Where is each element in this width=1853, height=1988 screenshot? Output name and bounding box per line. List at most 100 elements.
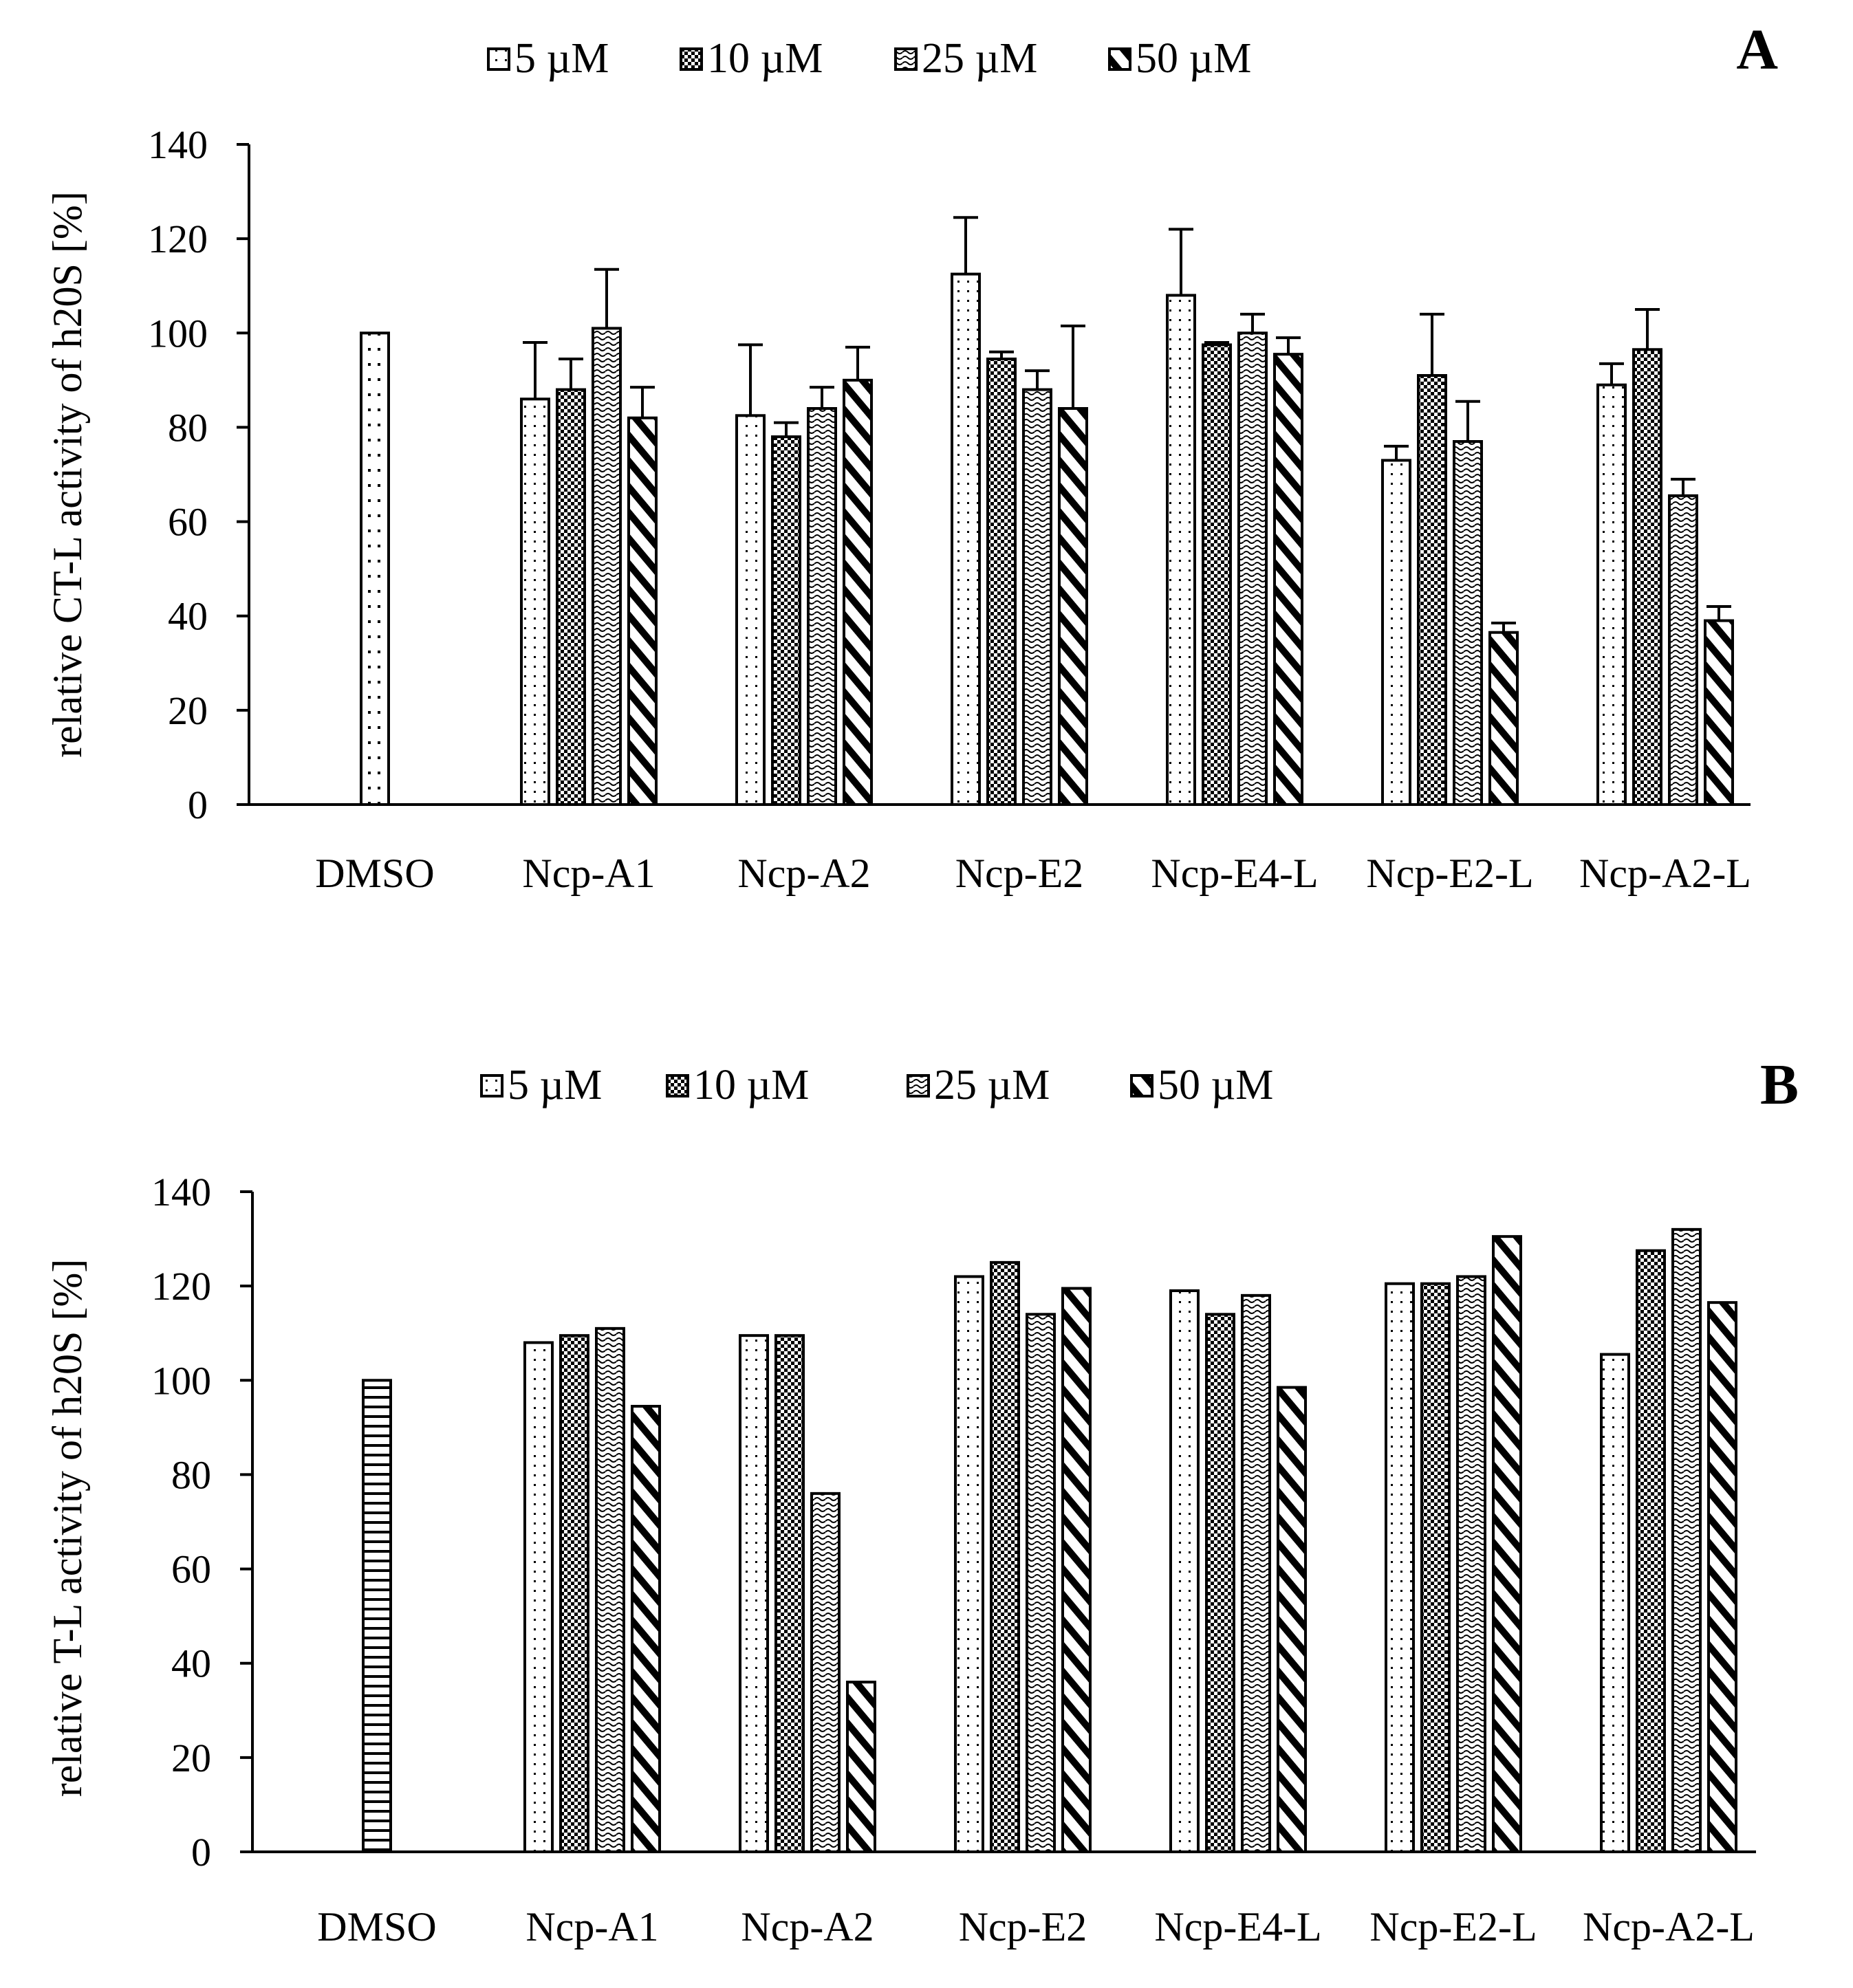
bar-ncp-a2-25-m [810,1492,841,1854]
category-label-ncp-a2-l: Ncp-A2-L [1583,1904,1755,1949]
bar-ncp-e2-5-m [954,1275,984,1853]
legend-swatch [680,47,703,71]
bar-ncp-e4-l-10-m [1202,343,1232,806]
bar-ncp-a2-l-10-m [1632,348,1662,806]
bar-ncp-e2-l-25-m [1456,1275,1486,1853]
legend-item-10-m: 10 µM [666,1062,809,1108]
plot-area-a: 0 20 40 60 80 100 120 140 DMSO Ncp-A1 Ncp-A2 Ncp-E2… [148,122,1751,896]
legend-swatch [666,1074,689,1097]
bar-dmso-control [362,1379,392,1854]
bar-ncp-a1-50-m [627,416,658,806]
panel-b-y-axis-label: relative T-L activity of h20S [%] [45,1259,90,1798]
bar-ncp-e2-l-25-m [1453,440,1483,806]
bar-ncp-a2-5-m [735,414,766,806]
legend-label: 5 µM [514,35,609,82]
category-label-ncp-e2-l: Ncp-E2-L [1366,851,1533,896]
bar-ncp-a2-l-5-m [1596,383,1627,806]
bar-ncp-e4-l-25-m [1241,1293,1271,1854]
bar-ncp-e2-50-m [1061,1287,1092,1853]
category-label-dmso: DMSO [317,1904,436,1949]
legend-label: 25 µM [934,1062,1050,1108]
legend-item-50-m: 50 µM [1108,35,1251,82]
legend-item-10-m: 10 µM [680,35,823,82]
bar-ncp-a1-50-m [631,1405,661,1853]
legend-item-5-m: 5 µM [487,35,609,82]
legend-a: 5 µM 10 µM 25 µM 50 µM [487,35,1251,82]
legend-item-5-m: 5 µM [480,1062,602,1108]
bar-ncp-e4-l-5-m [1166,294,1196,806]
bar-ncp-a1-10-m [556,388,586,806]
bar-ncp-e4-l-50-m [1277,1386,1307,1853]
bar-ncp-a2-l-50-m [1707,1301,1737,1853]
category-label-ncp-a1: Ncp-A1 [522,851,655,896]
bar-ncp-a2-10-m [774,1334,805,1853]
chart-panel-b: B 5 µM 10 µM 25 µM 50 µM relative T-L activ… [45,1053,1799,1949]
category-label-ncp-e4-l: Ncp-E4-L [1151,851,1318,896]
legend-label: 50 µM [1136,35,1251,82]
y-tick-label: 140 [148,122,208,167]
bar-ncp-e4-l-5-m [1169,1289,1200,1853]
y-tick-label: 140 [151,1170,211,1214]
bar-ncp-e2-10-m [986,358,1017,806]
y-tick-label: 40 [171,1641,211,1686]
category-label-ncp-a2: Ncp-A2 [741,1904,874,1949]
category-label-ncp-a1: Ncp-A1 [525,1904,658,1949]
y-tick-label: 20 [171,1736,211,1780]
legend-label: 10 µM [707,35,823,82]
chart-panel-a: A 5 µM 10 µM 25 µM 50 µM relative CT-L acti… [45,18,1778,896]
legend-label: 10 µM [693,1062,809,1108]
bar-ncp-a1-25-m [595,1326,625,1854]
legend-label: 50 µM [1158,1062,1273,1108]
bar-ncp-a2-10-m [771,435,801,806]
legend-swatch [480,1074,503,1097]
bar-ncp-e2-l-50-m [1492,1235,1522,1853]
y-tick-label: 120 [148,217,208,261]
bar-ncp-e4-l-25-m [1237,331,1268,806]
category-label-ncp-a2-l: Ncp-A2-L [1579,851,1751,896]
bar-ncp-e2-l-10-m [1417,374,1447,806]
category-label-ncp-e2-l: Ncp-E2-L [1369,1904,1537,1949]
plot-area-b: 0 20 40 60 80 100 120 140 DMSO Ncp-A1 Ncp-A2 Ncp-E2… [151,1170,1756,1949]
bar-ncp-a2-l-5-m [1600,1353,1630,1853]
y-tick-label: 80 [168,405,208,450]
bar-ncp-e4-l-50-m [1273,353,1303,806]
legend-swatch [907,1074,930,1097]
y-tick-label: 40 [168,594,208,639]
y-tick-label: 100 [148,311,208,356]
bar-ncp-a2-l-50-m [1704,619,1734,806]
bar-ncp-a2-25-m [807,407,837,806]
legend-label: 5 µM [508,1062,602,1108]
bar-ncp-a1-5-m [523,1341,554,1853]
bar-ncp-e2-50-m [1058,407,1088,806]
bar-ncp-a2-l-10-m [1636,1249,1666,1853]
legend-label: 25 µM [922,35,1037,82]
bar-ncp-e2-25-m [1026,1313,1056,1854]
bar-ncp-a1-25-m [592,327,622,806]
panel-a-label: A [1736,18,1778,82]
bar-ncp-e2-l-10-m [1420,1282,1451,1853]
y-tick-label: 0 [188,783,208,827]
category-label-ncp-a2: Ncp-A2 [737,851,870,896]
bar-ncp-a2-5-m [739,1334,769,1853]
y-tick-label: 20 [168,688,208,733]
category-label-ncp-e4-l: Ncp-E4-L [1154,1904,1321,1949]
legend-swatch [487,47,510,71]
bar-ncp-e2-l-5-m [1381,459,1411,807]
bar-ncp-a2-50-m [846,1681,876,1853]
y-tick-label: 80 [171,1452,211,1497]
bar-ncp-e2-10-m [990,1260,1020,1854]
bar-ncp-e4-l-10-m [1205,1313,1235,1854]
y-tick-label: 60 [168,500,208,545]
y-tick-label: 120 [151,1264,211,1309]
bar-ncp-e2-5-m [951,272,981,807]
bar-ncp-a2-50-m [843,378,873,806]
legend-swatch [1108,47,1131,71]
category-label-dmso: DMSO [315,851,434,896]
bar-ncp-a1-10-m [559,1334,589,1853]
legend-b: 5 µM 10 µM 25 µM 50 µM [480,1062,1273,1108]
bar-ncp-e2-25-m [1022,388,1052,806]
panel-a-y-axis-label: relative CT-L activity of h20S [%] [45,191,90,758]
bar-ncp-a2-l-25-m [1668,494,1698,806]
bar-ncp-e2-l-50-m [1488,631,1519,807]
